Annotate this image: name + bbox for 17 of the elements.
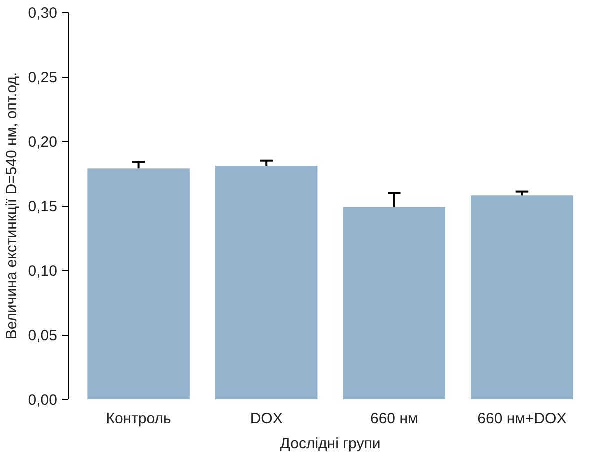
x-tick-label: Контроль xyxy=(106,410,172,428)
bar xyxy=(215,166,318,400)
y-tick-label: 0,15 xyxy=(28,198,58,216)
x-axis-title: Дослідні групи xyxy=(280,436,381,452)
y-tick-label: 0,00 xyxy=(28,392,58,409)
y-tick-label: 0,20 xyxy=(28,134,58,151)
y-tick-label: 0,30 xyxy=(28,5,58,22)
bar xyxy=(88,168,190,400)
bar xyxy=(471,196,574,400)
y-tick-label: 0,05 xyxy=(28,328,58,344)
x-tick-label: 660 нм+DOX xyxy=(478,410,567,428)
bar xyxy=(343,207,446,400)
y-tick-label: 0,25 xyxy=(28,70,58,86)
y-tick-label: 0,10 xyxy=(28,263,58,280)
x-tick-label: 660 нм xyxy=(370,410,418,428)
y-axis-title: Величина екстинкції D=540 нм, опт.од. xyxy=(3,72,20,340)
x-tick-label: DOX xyxy=(250,410,283,428)
